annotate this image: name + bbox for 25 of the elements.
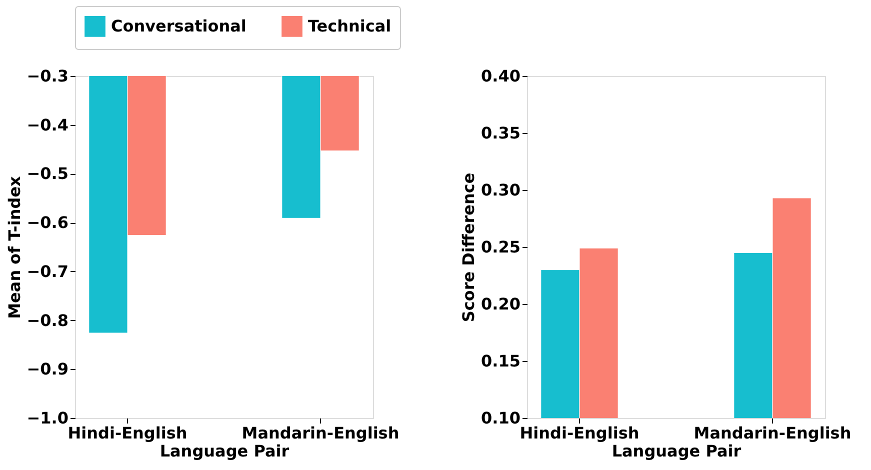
y-axis-title: Score Difference <box>459 172 478 322</box>
y-tick-label: −1.0 <box>26 408 68 428</box>
y-tick-label: −0.9 <box>26 360 68 379</box>
legend-label: Technical <box>308 16 392 36</box>
x-axis-title: Language Pair <box>612 442 742 460</box>
y-tick-label: 0.20 <box>481 294 520 314</box>
x-tick-label: Mandarin-English <box>694 424 852 442</box>
x-tick-label: Hindi-English <box>520 424 640 442</box>
y-tick-label: −0.3 <box>26 66 68 86</box>
y-tick-label: 0.10 <box>481 408 520 428</box>
x-tick-label: Hindi-English <box>68 424 188 442</box>
y-tick-label: −0.7 <box>26 262 68 281</box>
y-tick-label: 0.35 <box>481 124 520 142</box>
legend-label: Conversational <box>111 16 246 36</box>
y-tick-label: −0.8 <box>26 310 68 330</box>
x-tick-label: Mandarin-English <box>242 424 400 442</box>
y-axis-title: Mean of T-index <box>4 175 24 319</box>
y-tick-label: −0.4 <box>26 115 68 134</box>
y-tick-label: 0.25 <box>481 238 520 256</box>
y-tick-label: −0.5 <box>26 164 68 184</box>
y-tick-label: −0.6 <box>26 213 68 232</box>
y-tick-label: 0.40 <box>481 66 520 86</box>
y-tick-label: 0.15 <box>481 352 520 370</box>
y-tick-label: 0.30 <box>481 180 520 200</box>
x-axis-title: Language Pair <box>160 442 290 460</box>
